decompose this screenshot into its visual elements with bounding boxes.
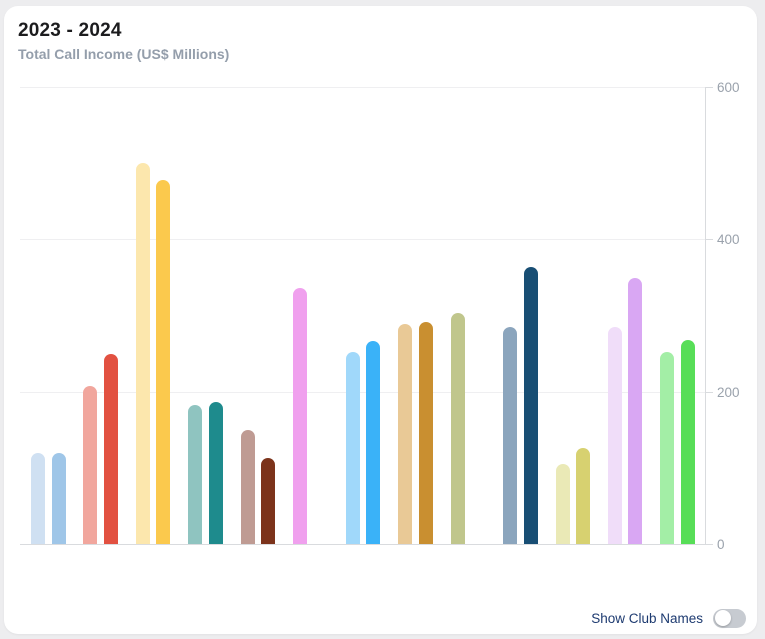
bar-group-9-series-1[interactable]	[451, 313, 465, 544]
bar-group-3-series-2[interactable]	[156, 180, 170, 544]
chart-header: 2023 - 2024 Total Call Income (US$ Milli…	[18, 20, 229, 62]
bar-group-4-series-1[interactable]	[188, 405, 202, 544]
bar-group-1-series-1[interactable]	[31, 453, 45, 544]
bar-group-13-series-1[interactable]	[660, 352, 674, 544]
bar-group-11-series-1[interactable]	[556, 464, 570, 544]
toggle-knob	[714, 610, 731, 626]
bar-group-2-series-1[interactable]	[83, 386, 97, 544]
bar-group-4-series-2[interactable]	[209, 402, 223, 544]
footer-controls: Show Club Names	[591, 606, 746, 630]
bar-group-1-series-2[interactable]	[52, 453, 66, 544]
bar-group-12-series-2[interactable]	[628, 278, 642, 544]
bar-group-10-series-2[interactable]	[524, 267, 538, 544]
bar-group-10-series-1[interactable]	[503, 327, 517, 544]
bar-group-12-series-1[interactable]	[608, 327, 622, 544]
bar-group-8-series-1[interactable]	[398, 324, 412, 544]
bar-group-7-series-1[interactable]	[346, 352, 360, 544]
bar-group-8-series-2[interactable]	[419, 322, 433, 544]
bar-group-13-series-2[interactable]	[681, 340, 695, 544]
chart-title: 2023 - 2024	[18, 20, 122, 41]
show-club-names-toggle[interactable]	[713, 608, 746, 628]
bar-group-11-series-2[interactable]	[576, 448, 590, 544]
bar-group-3-series-1[interactable]	[136, 163, 150, 544]
bar-group-2-series-2[interactable]	[104, 354, 118, 544]
bar-group-5-series-1[interactable]	[241, 430, 255, 544]
bar-group-7-series-2[interactable]	[366, 341, 380, 544]
bar-group-5-series-2[interactable]	[261, 458, 275, 544]
show-club-names-label: Show Club Names	[591, 610, 703, 626]
bar-group-6-series-1[interactable]	[293, 288, 307, 544]
chart-subtitle: Total Call Income (US$ Millions)	[18, 46, 230, 62]
